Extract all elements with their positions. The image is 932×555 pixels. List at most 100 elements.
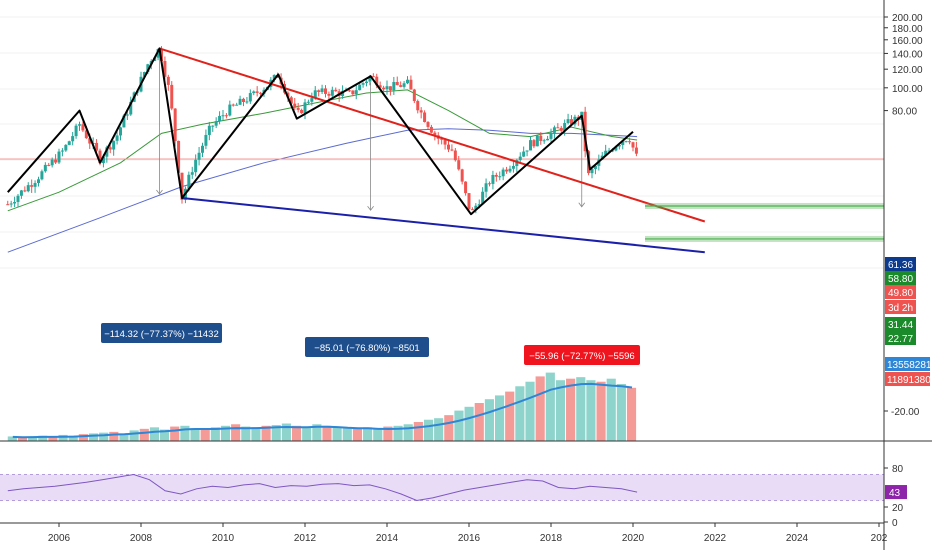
candle-body bbox=[382, 87, 386, 90]
candle-body bbox=[119, 127, 122, 136]
price-label-text: 22.77 bbox=[888, 334, 913, 345]
volume-bar bbox=[525, 381, 535, 441]
volume-bar bbox=[139, 428, 149, 441]
candle-body bbox=[511, 166, 515, 169]
candle-body bbox=[74, 125, 78, 137]
rsi-band bbox=[0, 474, 884, 501]
drawdown-note-box bbox=[305, 337, 429, 357]
candle-body bbox=[180, 172, 184, 200]
candle-body bbox=[30, 185, 34, 187]
time-tick-label: 2012 bbox=[294, 533, 317, 544]
price-tick-label: 180.00 bbox=[892, 24, 923, 35]
drawdown-note-text: −114.32 (−77.37%) −11432 bbox=[104, 329, 219, 340]
rsi-tick-label: 80 bbox=[892, 464, 904, 475]
candle-body bbox=[248, 93, 252, 102]
price-label-tag bbox=[885, 257, 916, 271]
candle-body bbox=[508, 168, 512, 172]
candle-body bbox=[98, 150, 102, 164]
price-label-tag bbox=[885, 271, 916, 285]
volume-bar bbox=[616, 384, 626, 441]
volume-bar bbox=[586, 380, 596, 441]
grid bbox=[0, 16, 884, 269]
trendlines[interactable] bbox=[7, 47, 706, 254]
candle-body bbox=[255, 91, 259, 93]
candle-body bbox=[173, 108, 177, 141]
time-axis[interactable]: 2006 2008 2010 2012 2014 2016 2018 2020 2022 2024… bbox=[48, 523, 888, 544]
time-tick-label: 202 bbox=[871, 533, 888, 544]
volume-bar bbox=[434, 418, 444, 441]
candle-body bbox=[539, 135, 543, 141]
volume-bar bbox=[606, 378, 616, 441]
candle-body bbox=[624, 141, 628, 143]
candle-body bbox=[26, 185, 30, 192]
price-label-tag bbox=[885, 331, 916, 345]
candle-body bbox=[306, 101, 310, 103]
time-tick-label: 2016 bbox=[458, 533, 481, 544]
volume-bar bbox=[363, 427, 373, 441]
volume-bar bbox=[342, 428, 352, 441]
candle-body bbox=[457, 160, 461, 170]
time-tick-label: 2020 bbox=[622, 533, 645, 544]
rsi-tick-label: 20 bbox=[892, 503, 904, 514]
candle-body bbox=[108, 147, 112, 150]
candle-body bbox=[19, 190, 23, 196]
volume-bar bbox=[129, 430, 139, 441]
candle-body bbox=[214, 121, 218, 126]
volume-bar bbox=[48, 436, 58, 441]
drawdown-arrows bbox=[156, 54, 586, 211]
candle-body bbox=[501, 169, 505, 177]
volume-bar bbox=[109, 431, 119, 441]
volume-bar bbox=[454, 410, 464, 441]
candle-body bbox=[450, 149, 454, 151]
candle-body bbox=[156, 48, 160, 58]
candle-body bbox=[142, 72, 146, 77]
candle-body bbox=[313, 90, 317, 99]
candle-body bbox=[481, 191, 485, 205]
price-tick-label: 100.00 bbox=[892, 84, 923, 95]
candle-body bbox=[78, 124, 81, 126]
volume-bar bbox=[28, 436, 38, 441]
volume-bar bbox=[626, 387, 637, 441]
target-zones[interactable] bbox=[645, 202, 884, 242]
candle-body bbox=[515, 160, 519, 167]
candle-body bbox=[235, 104, 239, 106]
volume-bar bbox=[220, 425, 231, 441]
candle-body bbox=[252, 91, 256, 94]
candle-body bbox=[392, 82, 396, 91]
candle-body bbox=[498, 176, 502, 178]
volume-bar bbox=[180, 425, 190, 441]
candle-body bbox=[207, 125, 211, 135]
candle-body bbox=[549, 132, 553, 139]
volume-bar bbox=[312, 424, 322, 441]
time-tick-label: 2018 bbox=[540, 533, 563, 544]
candle-body bbox=[395, 82, 399, 86]
volume-bar bbox=[515, 386, 525, 441]
volume-ma-line bbox=[12, 382, 633, 439]
candle-body bbox=[429, 126, 433, 133]
volume-bar bbox=[78, 434, 88, 441]
candle-body bbox=[447, 144, 450, 150]
candle-body bbox=[406, 79, 409, 84]
candle-body bbox=[57, 151, 61, 163]
candle-body bbox=[334, 89, 338, 92]
volume-bar bbox=[555, 380, 566, 441]
volume-bar bbox=[160, 429, 170, 441]
volume-bar bbox=[535, 376, 545, 441]
candle-body bbox=[604, 150, 608, 156]
arrow-head bbox=[578, 202, 586, 208]
candle-body bbox=[484, 183, 488, 192]
volume-label-tag bbox=[885, 372, 930, 386]
volume-bar bbox=[200, 428, 210, 441]
candle-body bbox=[84, 130, 88, 139]
price-label-tag bbox=[885, 300, 916, 314]
candle-body bbox=[218, 115, 222, 122]
volume-bar bbox=[291, 425, 302, 441]
candle-body bbox=[238, 98, 242, 105]
candle-body bbox=[64, 144, 68, 151]
candle-body bbox=[324, 88, 327, 94]
time-tick-label: 2008 bbox=[130, 533, 153, 544]
volume-bar bbox=[484, 399, 494, 441]
candle-body bbox=[628, 141, 632, 143]
